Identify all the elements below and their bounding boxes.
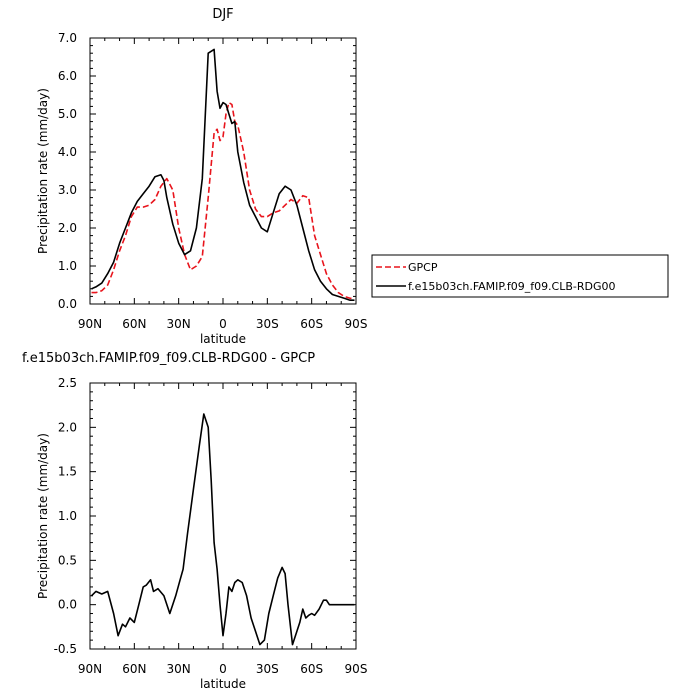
x-tick-label: 30N [167, 662, 191, 676]
x-axis-label: latitude [200, 332, 246, 346]
x-tick-label: 30N [167, 317, 191, 331]
x-tick-label: 60N [122, 317, 146, 331]
x-tick-label: 90S [345, 662, 368, 676]
x-tick-label: 90N [78, 662, 102, 676]
chart-1: DJF 90N 60N 30N 0 30S 60S 90S 0.0 1.0 2.0 3.0 4.0 5.0… [36, 7, 669, 346]
y-tick-label: 4.0 [58, 145, 77, 159]
chart-title: f.e15b03ch.FAMIP.f09_f09.CLB-RDG00 - GPC… [22, 351, 315, 366]
y-tick-label: 0.0 [58, 297, 77, 311]
series-line-1 [91, 101, 355, 300]
y-tick-label: 2.5 [58, 376, 77, 390]
chart-title: DJF [212, 7, 233, 22]
y-axis-label: Precipitation rate (mm/day) [36, 433, 50, 599]
y-tick-label: 1.0 [58, 259, 77, 273]
y-tick-label: 0.5 [58, 553, 77, 567]
legend: GPCP f.e15b03ch.FAMIP.f09_f09.CLB-RDG00 [371, 254, 669, 298]
legend-entry: GPCP [408, 261, 438, 274]
x-tick-label: 60S [300, 662, 323, 676]
plot-frame [89, 382, 357, 650]
legend-entry: f.e15b03ch.FAMIP.f09_f09.CLB-RDG00 [408, 280, 616, 293]
x-tick-label: 0 [219, 662, 227, 676]
y-tick-label: 5.0 [58, 107, 77, 121]
y-tick-label: 1.5 [58, 465, 77, 479]
y-tick-label: 2.0 [58, 420, 77, 434]
x-axis-label: latitude [200, 677, 246, 691]
x-tick-label: 0 [219, 317, 227, 331]
x-tick-label: 60N [122, 662, 146, 676]
y-tick-label: 2.0 [58, 221, 77, 235]
x-tick-label: 90S [345, 317, 368, 331]
series-line-1 [90, 413, 355, 646]
y-tick-label: 7.0 [58, 31, 77, 45]
legend-box [371, 254, 669, 298]
y-tick-label: -0.5 [54, 642, 77, 656]
x-tick-label: 60S [300, 317, 323, 331]
plot-frame [89, 37, 357, 305]
y-tick-label: 6.0 [58, 69, 77, 83]
x-tick-label: 90N [78, 317, 102, 331]
y-axis-label: Precipitation rate (mm/day) [36, 88, 50, 254]
series-line-2 [91, 48, 355, 302]
y-tick-label: 0.0 [58, 598, 77, 612]
y-tick-label: 1.0 [58, 509, 77, 523]
x-tick-label: 30S [256, 317, 279, 331]
chart-2: f.e15b03ch.FAMIP.f09_f09.CLB-RDG00 - GPC… [22, 351, 367, 691]
x-tick-label: 30S [256, 662, 279, 676]
y-tick-label: 3.0 [58, 183, 77, 197]
